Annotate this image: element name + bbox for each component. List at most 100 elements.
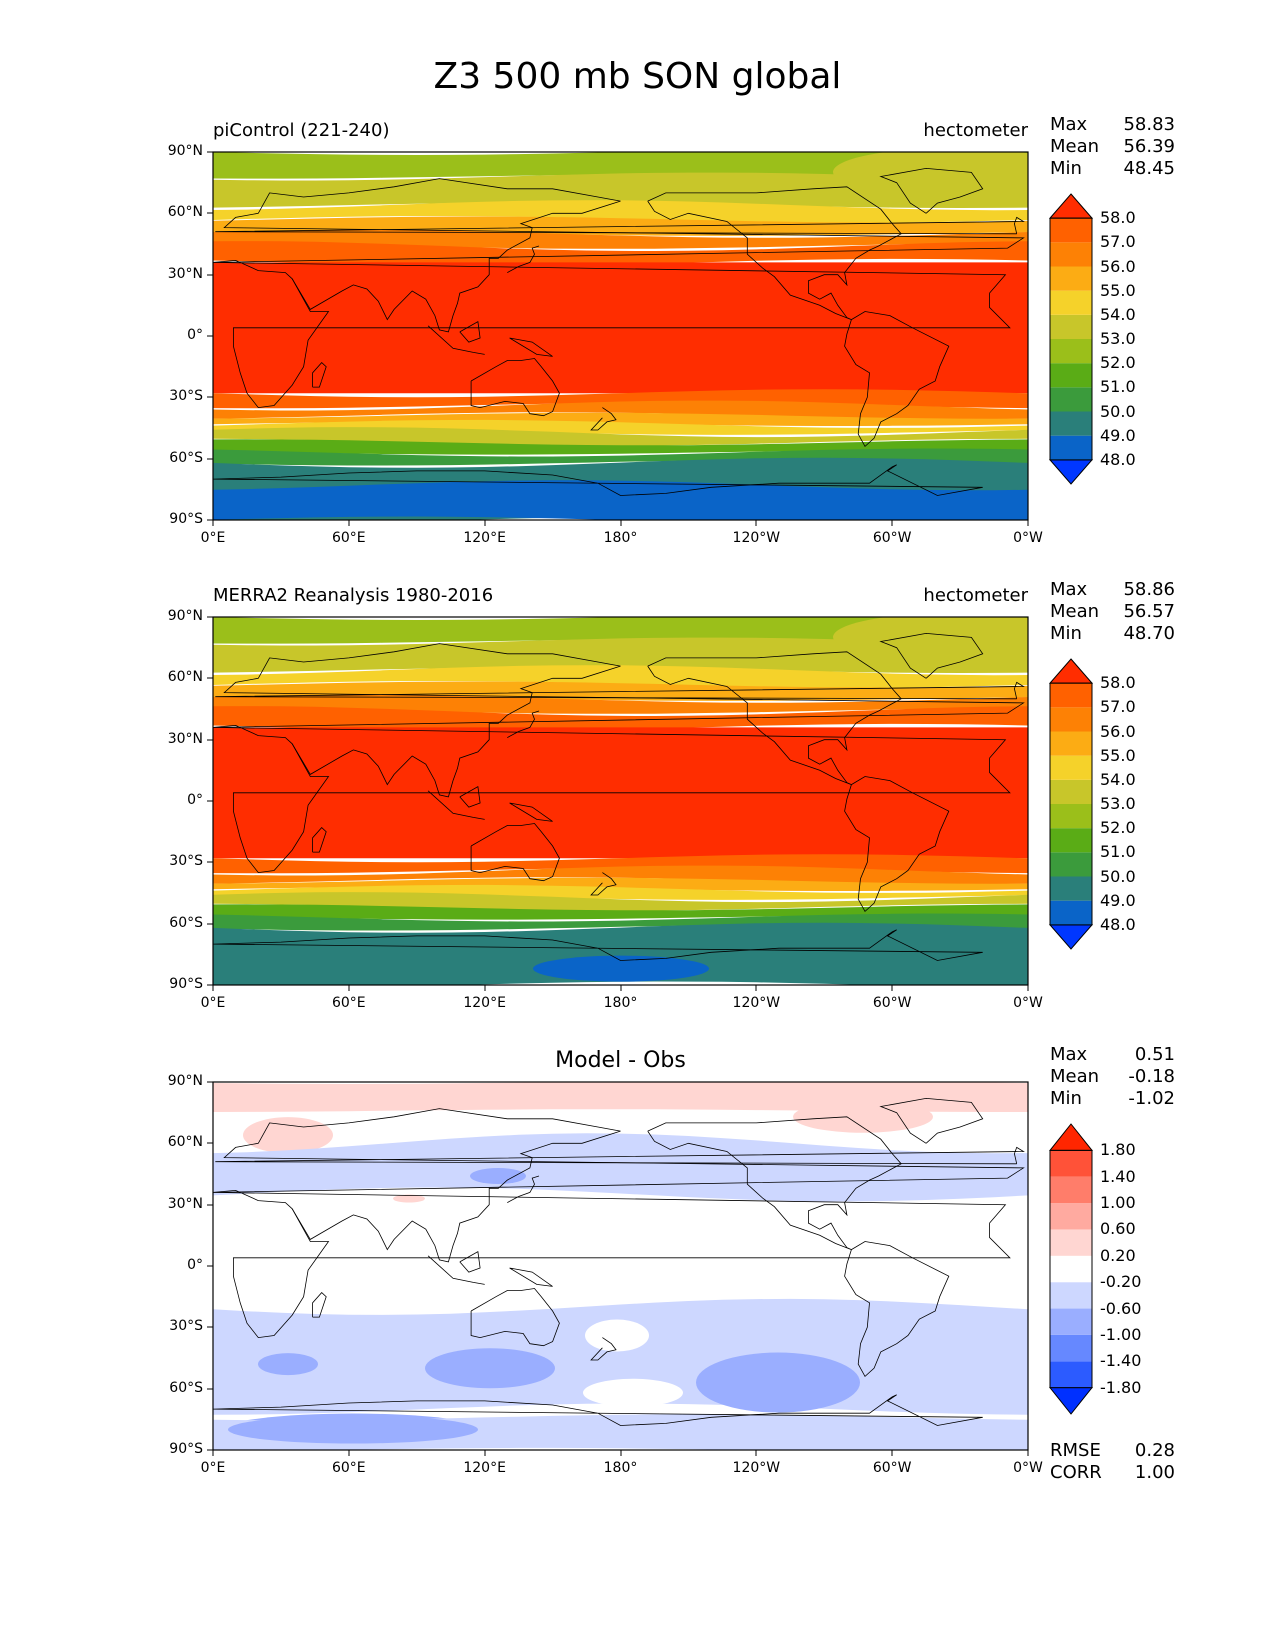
- contour-band: [213, 427, 1028, 446]
- contour-band: [213, 922, 1028, 985]
- colorbar-label: 49.0: [1100, 890, 1136, 910]
- stat-value: -0.18: [1128, 1066, 1175, 1087]
- y-tick-label: 0°: [187, 1257, 203, 1273]
- colorbar-label: 49.0: [1100, 425, 1136, 445]
- contour-band: [213, 665, 1028, 688]
- y-tick-mark: [207, 1142, 213, 1144]
- x-tick-mark: [755, 520, 757, 526]
- y-tick-label: 0°: [187, 792, 203, 808]
- contour-patch: [833, 152, 1028, 196]
- colorbar-label: 48.0: [1100, 449, 1136, 469]
- colorbar-segment: [1050, 339, 1092, 364]
- y-tick-label: 30°N: [167, 730, 203, 747]
- panel-left-title: piControl (221-240): [213, 120, 390, 141]
- footer-stat-value: 1.00: [1134, 1462, 1175, 1483]
- colorbar-segment: [1050, 876, 1092, 901]
- y-tick-mark: [207, 923, 213, 925]
- x-tick-label: 60°W: [872, 995, 912, 1011]
- stat-label: Min: [1050, 158, 1082, 179]
- colorbar-label: 51.0: [1100, 377, 1136, 397]
- colorbar-segment: [1050, 1308, 1092, 1335]
- colorbar-label: 56.0: [1100, 721, 1136, 741]
- footer-stat-value: 0.28: [1134, 1440, 1175, 1461]
- stat-label: Min: [1050, 1088, 1082, 1109]
- colorbar-segment: [1050, 242, 1092, 267]
- y-tick-mark: [207, 616, 213, 618]
- contour-band: [213, 1133, 1028, 1202]
- colorbar-label: 0.60: [1100, 1219, 1136, 1239]
- colorbar-label: 55.0: [1100, 280, 1136, 300]
- y-tick-mark: [207, 1081, 213, 1083]
- colorbar-segment: [1050, 779, 1092, 804]
- contour-band: [213, 241, 1028, 266]
- colorbar-extend-min: [1048, 459, 1094, 485]
- contour-patch: [833, 617, 1028, 661]
- x-tick-mark: [620, 520, 621, 526]
- colorbar-segment: [1050, 266, 1092, 291]
- stat-value: 58.83: [1123, 114, 1175, 135]
- y-tick-mark: [207, 800, 213, 802]
- x-tick-label: 0°W: [1013, 995, 1043, 1011]
- colorbar: [1048, 658, 1094, 950]
- y-tick-label: 60°S: [169, 449, 203, 466]
- x-tick-mark: [891, 520, 893, 526]
- colorbar-segment: [1050, 731, 1092, 756]
- x-tick-mark: [212, 985, 214, 991]
- stat-label: Max: [1050, 579, 1088, 600]
- colorbar-label: 58.0: [1100, 673, 1136, 693]
- y-tick-label: 60°S: [169, 1379, 203, 1396]
- x-tick-label: 0°W: [1013, 1460, 1043, 1476]
- y-tick-mark: [207, 1449, 213, 1451]
- colorbar-label: 0.20: [1100, 1245, 1136, 1265]
- y-tick-label: 90°N: [167, 143, 203, 159]
- contour-band: [213, 412, 1028, 426]
- colorbar-label: 56.0: [1100, 256, 1136, 276]
- colorbar-segment: [1050, 1229, 1092, 1256]
- colorbar-extend-max: [1048, 1123, 1094, 1151]
- colorbar-segment: [1050, 314, 1092, 339]
- contour-band: [213, 637, 1028, 673]
- colorbar-label: 48.0: [1100, 914, 1136, 934]
- x-tick-label: 0°E: [200, 530, 226, 546]
- colorbar-segment: [1050, 1334, 1092, 1362]
- panel-units-title: hectometer: [923, 120, 1028, 141]
- x-tick-label: 60°E: [331, 1460, 366, 1476]
- map-plot: [212, 1081, 1029, 1451]
- colorbar: [1048, 1123, 1094, 1415]
- y-tick-label: 90°S: [169, 511, 203, 527]
- colorbar-segment: [1050, 852, 1092, 877]
- x-tick-label: 0°E: [200, 1460, 226, 1476]
- stat-label: Mean: [1050, 601, 1100, 622]
- colorbar-extend-min: [1048, 924, 1094, 950]
- colorbar-label: 57.0: [1100, 232, 1136, 252]
- y-tick-label: 30°N: [167, 265, 203, 282]
- colorbar: [1048, 193, 1094, 485]
- colorbar-segment: [1050, 411, 1092, 436]
- x-tick-mark: [891, 985, 893, 991]
- colorbar-segment: [1050, 435, 1092, 460]
- y-tick-label: 30°S: [169, 853, 203, 870]
- x-tick-mark: [484, 985, 486, 991]
- x-tick-label: 120°E: [463, 530, 506, 546]
- contour-band: [213, 617, 1028, 644]
- y-tick-mark: [207, 396, 213, 398]
- x-tick-mark: [484, 520, 486, 526]
- contour-band: [213, 172, 1028, 208]
- contour-band: [213, 448, 1028, 466]
- colorbar-segment: [1050, 683, 1092, 708]
- panel-center-title: Model - Obs: [555, 1048, 686, 1073]
- map-plot: [212, 616, 1029, 986]
- colorbar-label: 54.0: [1100, 769, 1136, 789]
- colorbar-segment: [1050, 1176, 1092, 1204]
- colorbar-segment: [1050, 218, 1092, 243]
- y-tick-mark: [207, 1326, 213, 1328]
- colorbar-label: -1.80: [1100, 1377, 1142, 1397]
- coastlines: [213, 1097, 1025, 1426]
- y-tick-label: 30°S: [169, 1318, 203, 1335]
- y-tick-mark: [207, 861, 213, 863]
- x-tick-label: 60°E: [331, 995, 366, 1011]
- contour-band: [213, 200, 1028, 223]
- contour-band: [213, 480, 1028, 520]
- stat-value: 48.45: [1123, 158, 1175, 179]
- contour-patch: [425, 1348, 555, 1389]
